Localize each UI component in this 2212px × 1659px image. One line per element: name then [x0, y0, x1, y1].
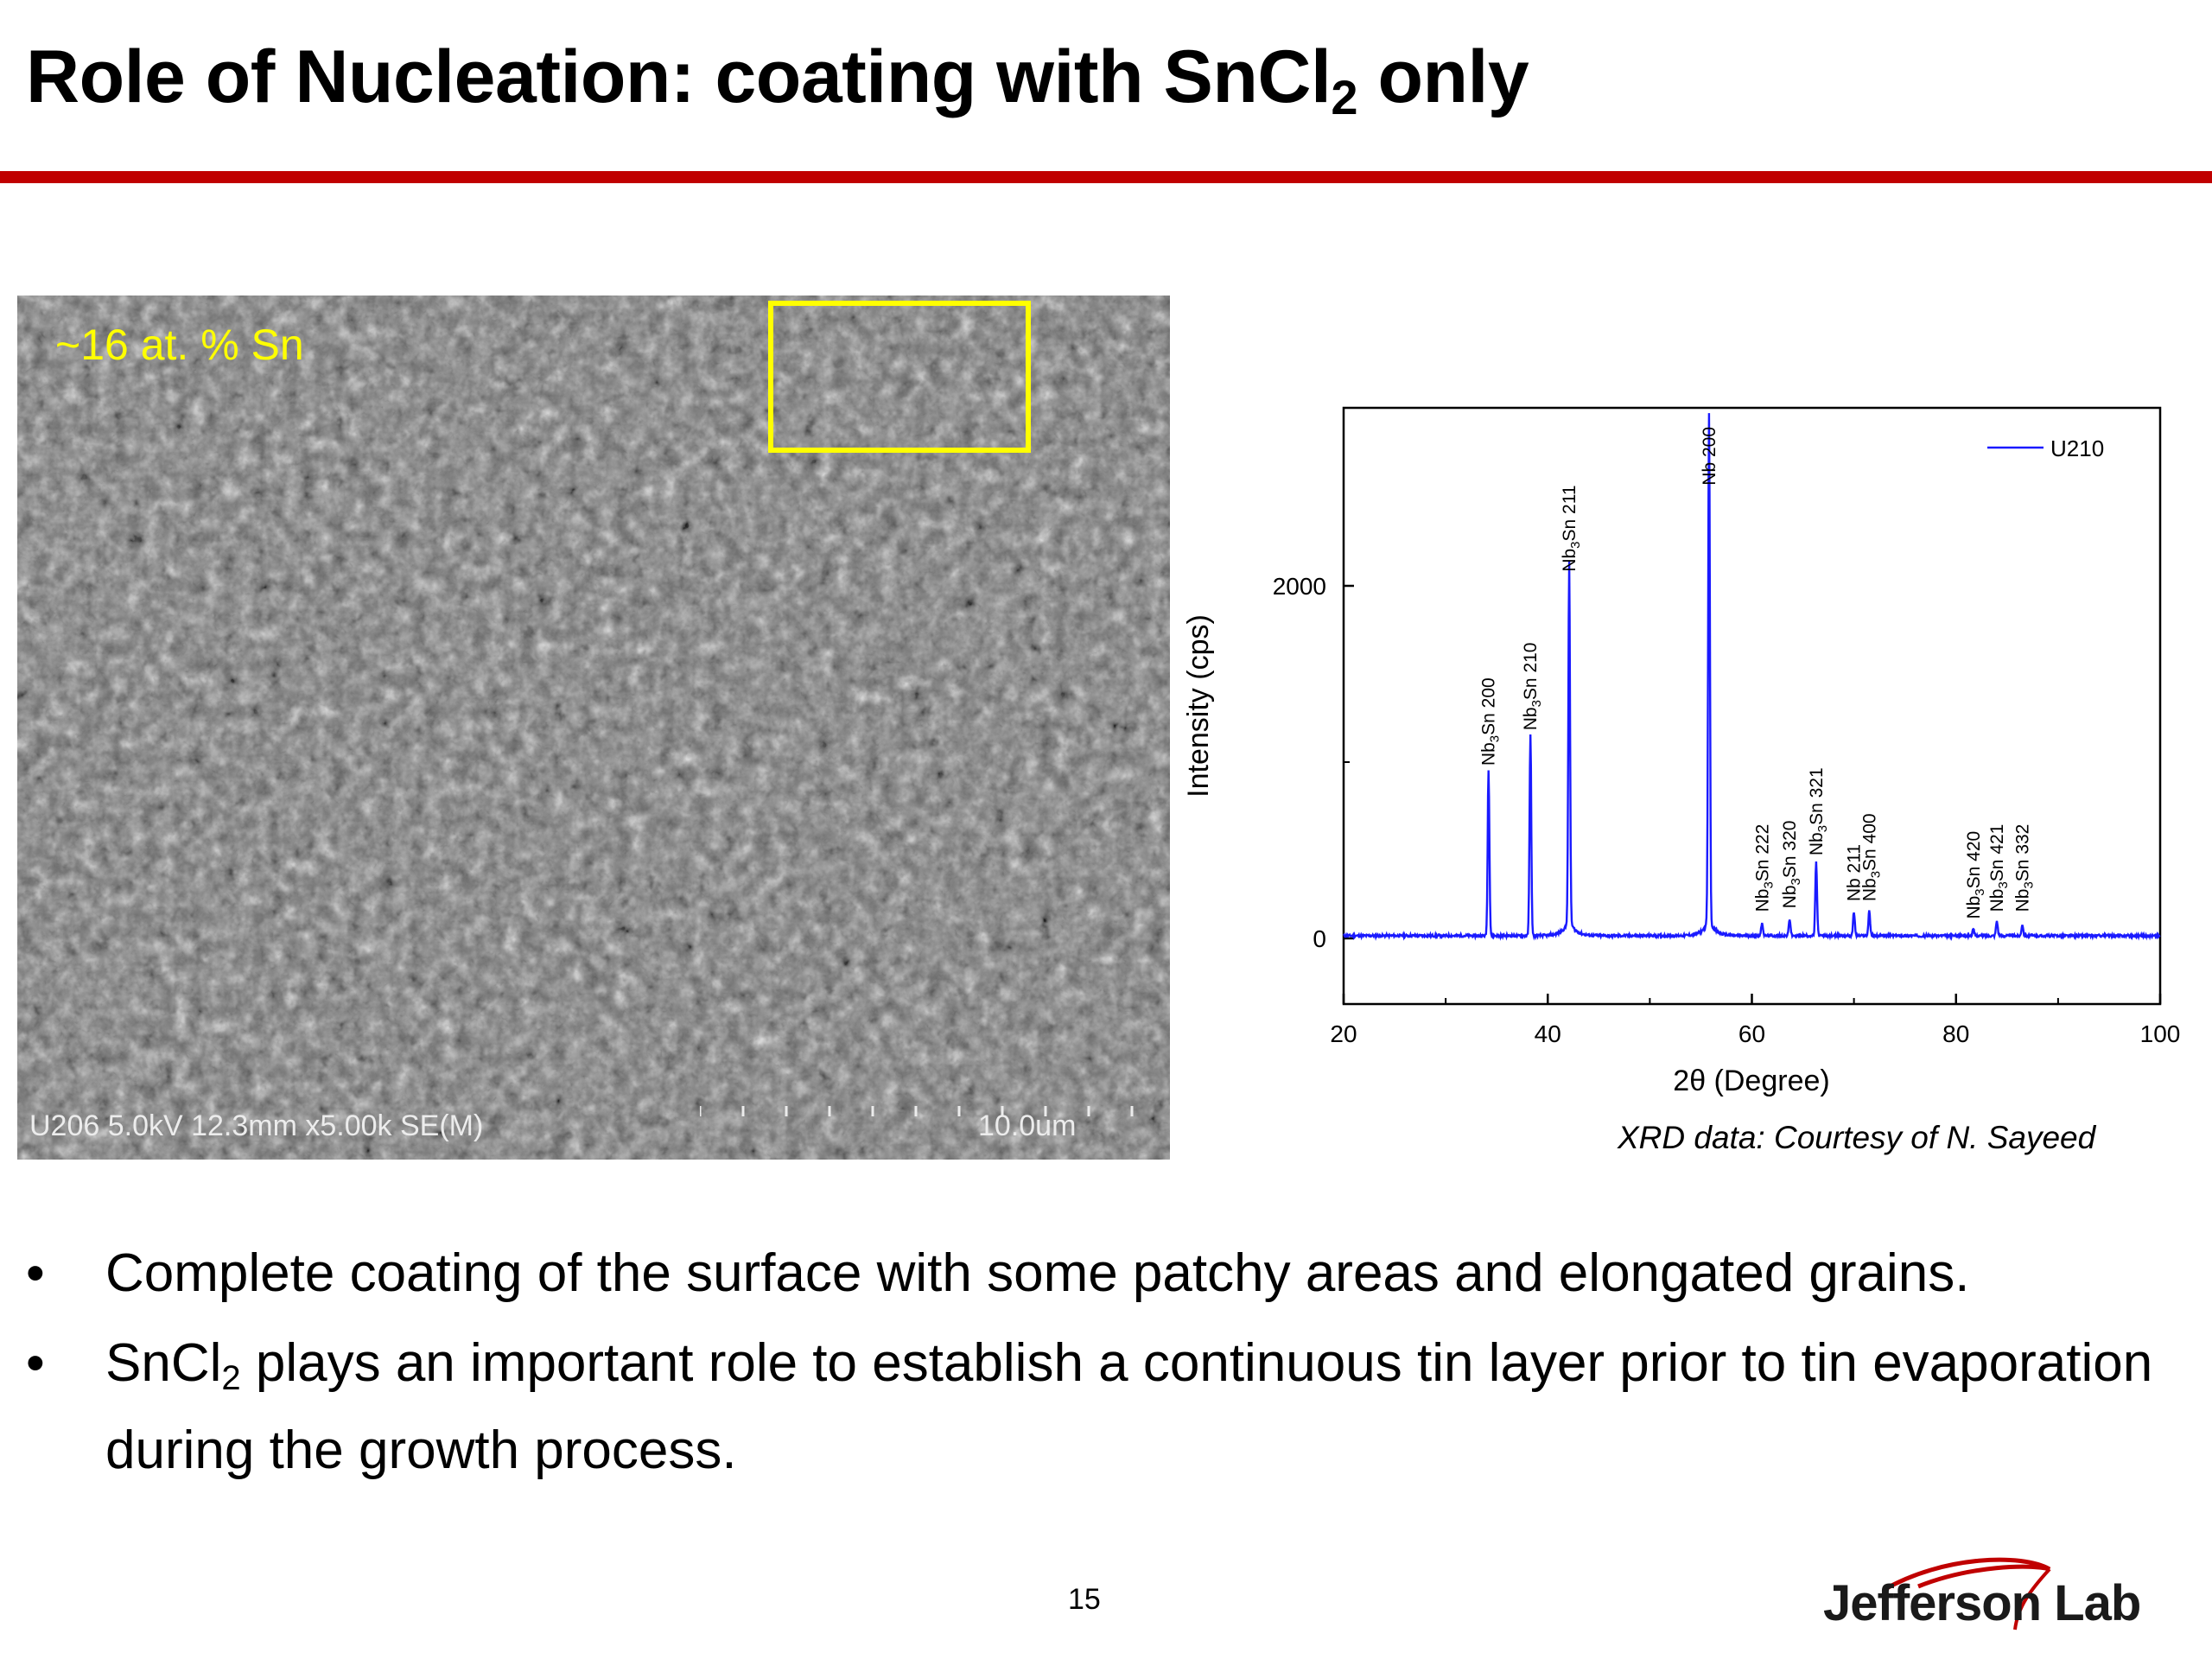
scale-bar-label: 10.0um	[978, 1109, 1077, 1142]
peak-label: Nb3Sn 400	[1859, 813, 1883, 901]
composition-label: ~16 at. % Sn	[55, 321, 304, 369]
bullet-symbol: •	[26, 1243, 45, 1303]
peak-label-rest: Sn 421	[1987, 824, 2007, 882]
bullet-item: • SnCl2 plays an important role to estab…	[26, 1327, 2186, 1487]
bullet-text: SnCl	[105, 1333, 222, 1393]
peak-label-base: Nb	[1479, 742, 1499, 766]
title-subscript: 2	[1331, 70, 1358, 124]
legend-label: U210	[2050, 435, 2104, 461]
bullet-text: Complete coating of the surface with som…	[105, 1243, 1970, 1303]
peak-label: Nb3Sn 210	[1521, 643, 1544, 731]
title-underline	[0, 171, 2212, 183]
x-tick-label: 20	[1330, 1020, 1357, 1047]
peak-label-rest: Sn 332	[2013, 824, 2033, 882]
bullet-text-continued: plays an important role to establish a c…	[105, 1333, 2153, 1480]
peak-label-base: Nb	[2013, 889, 2033, 912]
peak-label-sub: 3	[1789, 878, 1803, 885]
peak-label-base: Nb	[1780, 885, 1800, 908]
peak-label-base: Nb	[1964, 896, 1984, 919]
peak-label: Nb3Sn 421	[1987, 824, 2011, 912]
peak-label-base: Nb	[1859, 878, 1879, 901]
bullet-symbol: •	[26, 1333, 45, 1393]
x-tick-label: 80	[1942, 1020, 1969, 1047]
peak-label: Nb3Sn 420	[1964, 831, 1987, 919]
y-tick-label: 2000	[1273, 573, 1326, 600]
peak-label-rest: Sn 210	[1521, 643, 1541, 701]
peak-label: Nb 200	[1700, 427, 1719, 486]
peak-label-rest: Sn 320	[1780, 821, 1800, 879]
xrd-courtesy-caption: XRD data: Courtesy of N. Sayeed	[1618, 1120, 2096, 1155]
peak-label-base: Nb	[1752, 889, 1772, 912]
y-axis-label: Intensity (cps)	[1182, 614, 1215, 798]
peak-label: Nb3Sn 222	[1752, 824, 1776, 912]
slide-title: Role of Nucleation: coating with SnCl2 o…	[26, 35, 1529, 125]
peak-label: Nb3Sn 332	[2013, 824, 2037, 912]
plot-frame	[1342, 406, 2162, 1006]
title-suffix: only	[1357, 35, 1529, 118]
peak-label: Nb3Sn 321	[1807, 767, 1830, 855]
peak-label: Nb3Sn 211	[1560, 485, 1583, 571]
peak-label-rest: Sn 222	[1752, 824, 1772, 882]
peak-label-base: Nb	[1521, 707, 1541, 730]
jefferson-lab-logo: Jefferson Lab	[1823, 1555, 2186, 1642]
peak-label-sub: 3	[1568, 541, 1583, 548]
bullet-list: • Complete coating of the surface with s…	[26, 1237, 2186, 1504]
peak-label-sub: 3	[1973, 888, 1987, 895]
title-main: Role of Nucleation: coating with SnCl	[26, 35, 1332, 118]
peak-label-base: Nb 200	[1700, 427, 1719, 486]
sem-parameters: U206 5.0kV 12.3mm x5.00k SE(M)	[29, 1109, 484, 1142]
peak-label-rest: Sn 400	[1859, 813, 1879, 871]
peak-label-sub: 3	[1996, 881, 2011, 888]
peak-label-sub: 3	[2022, 881, 2037, 888]
peak-label-rest: Sn 211	[1560, 485, 1580, 541]
peak-label-base: Nb 211	[1845, 844, 1865, 901]
peak-label: Nb 211	[1845, 844, 1865, 901]
series-line-u210	[1343, 413, 2161, 942]
xrd-chart: 20 40 60 80 100 0 2000 Nb3Sn 200 Nb3Sn 210 Nb3Sn…	[1179, 380, 2212, 1175]
peak-label-sub: 3	[1815, 825, 1830, 832]
bullet-subscript: 2	[221, 1359, 241, 1397]
peak-label-sub: 3	[1529, 700, 1544, 707]
page-number: 15	[1068, 1583, 1101, 1616]
x-tick-label: 60	[1738, 1020, 1765, 1047]
sem-micrograph: ~16 at. % Sn U206 5.0kV 12.3mm x5.00k SE…	[17, 296, 1170, 1160]
peak-label-rest: Sn 420	[1964, 831, 1984, 889]
highlight-box	[768, 301, 1031, 453]
peak-label-rest: Sn 321	[1807, 767, 1827, 825]
x-tick-label: 40	[1535, 1020, 1561, 1047]
bullet-item: • Complete coating of the surface with s…	[26, 1237, 2186, 1310]
logo-text: Jefferson Lab	[1823, 1575, 2141, 1631]
peak-label-base: Nb	[1987, 889, 2007, 912]
x-tick-label: 100	[2140, 1020, 2181, 1047]
x-axis-label: 2θ (Degree)	[1673, 1065, 1829, 1097]
sem-grain-texture	[17, 296, 1170, 1160]
peak-label-base: Nb	[1560, 549, 1580, 572]
peak-label: Nb3Sn 200	[1479, 677, 1503, 766]
peak-label-rest: Sn 200	[1479, 677, 1499, 735]
peak-label-sub: 3	[1868, 871, 1883, 878]
sem-info-bar: U206 5.0kV 12.3mm x5.00k SE(M) 10.0um	[17, 1104, 1170, 1160]
y-tick-label: 0	[1313, 925, 1326, 952]
logo-swoosh	[1882, 1557, 2051, 1630]
peak-label-sub: 3	[1761, 881, 1776, 888]
scale-bar-ticks	[700, 1106, 1134, 1116]
peak-label: Nb3Sn 320	[1780, 821, 1803, 909]
peak-label-sub: 3	[1488, 735, 1503, 742]
peak-label-base: Nb	[1807, 832, 1827, 855]
